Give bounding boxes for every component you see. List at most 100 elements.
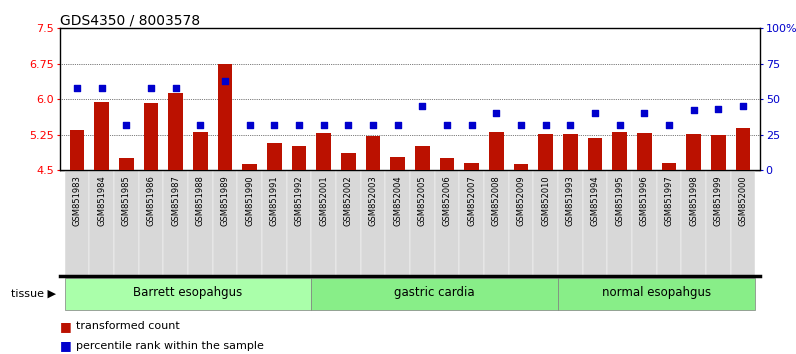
Bar xyxy=(563,133,578,170)
Text: ■: ■ xyxy=(60,339,72,352)
Bar xyxy=(336,170,361,276)
Bar xyxy=(139,170,163,276)
Point xyxy=(244,122,256,127)
Bar xyxy=(89,170,114,276)
Point xyxy=(416,103,428,109)
Point xyxy=(170,85,182,91)
Bar xyxy=(489,132,504,170)
Text: GSM852004: GSM852004 xyxy=(393,175,402,226)
Bar xyxy=(262,170,287,276)
Text: normal esopahgus: normal esopahgus xyxy=(602,286,711,298)
Text: GSM852002: GSM852002 xyxy=(344,175,353,226)
Bar xyxy=(612,132,627,170)
Point xyxy=(465,122,478,127)
Bar xyxy=(731,170,755,276)
Point xyxy=(219,78,232,84)
Bar xyxy=(513,164,529,170)
Point xyxy=(514,122,527,127)
Text: GSM851996: GSM851996 xyxy=(640,175,649,226)
Text: GSM851987: GSM851987 xyxy=(171,175,180,226)
Text: GSM851984: GSM851984 xyxy=(97,175,106,226)
Bar xyxy=(706,170,731,276)
Point xyxy=(613,122,626,127)
Bar xyxy=(587,138,603,170)
Bar xyxy=(168,93,183,170)
Bar xyxy=(64,170,89,276)
Text: GSM851997: GSM851997 xyxy=(665,175,673,226)
Bar xyxy=(583,170,607,276)
Bar xyxy=(213,170,237,276)
Point xyxy=(687,108,700,113)
Point xyxy=(588,110,601,116)
Bar xyxy=(632,170,657,276)
Bar xyxy=(311,278,558,310)
Bar xyxy=(410,170,435,276)
Text: GDS4350 / 8003578: GDS4350 / 8003578 xyxy=(60,13,200,27)
Text: GSM851993: GSM851993 xyxy=(566,175,575,226)
Bar xyxy=(681,170,706,276)
Text: Barrett esopahgus: Barrett esopahgus xyxy=(134,286,243,298)
Point xyxy=(367,122,380,127)
Text: ■: ■ xyxy=(60,320,72,333)
Point xyxy=(440,122,453,127)
Text: gastric cardia: gastric cardia xyxy=(394,286,475,298)
Bar xyxy=(661,163,677,170)
Text: GSM851989: GSM851989 xyxy=(220,175,229,226)
Text: transformed count: transformed count xyxy=(76,321,179,331)
Bar xyxy=(242,164,257,170)
Point xyxy=(342,122,355,127)
Bar xyxy=(94,102,109,170)
Bar xyxy=(558,170,583,276)
Bar xyxy=(484,170,509,276)
Bar xyxy=(361,170,385,276)
Bar xyxy=(64,278,311,310)
Bar xyxy=(435,170,459,276)
Bar xyxy=(637,133,652,170)
Bar xyxy=(267,143,282,170)
Point xyxy=(662,122,675,127)
Text: GSM852007: GSM852007 xyxy=(467,175,476,226)
Bar xyxy=(119,158,134,170)
Text: GSM851986: GSM851986 xyxy=(146,175,155,226)
Point xyxy=(539,122,552,127)
Text: percentile rank within the sample: percentile rank within the sample xyxy=(76,341,263,350)
Point xyxy=(564,122,576,127)
Bar xyxy=(311,170,336,276)
Bar xyxy=(114,170,139,276)
Point xyxy=(293,122,306,127)
Text: GSM852001: GSM852001 xyxy=(319,175,328,226)
Bar xyxy=(736,129,751,170)
Bar xyxy=(538,134,553,170)
Point xyxy=(120,122,133,127)
Bar xyxy=(291,146,306,170)
Point xyxy=(194,122,207,127)
Text: GSM851999: GSM851999 xyxy=(714,175,723,226)
Bar xyxy=(657,170,681,276)
Text: tissue ▶: tissue ▶ xyxy=(10,289,56,299)
Bar xyxy=(459,170,484,276)
Text: GSM851994: GSM851994 xyxy=(591,175,599,226)
Bar xyxy=(316,133,331,170)
Text: GSM851995: GSM851995 xyxy=(615,175,624,226)
Text: GSM851985: GSM851985 xyxy=(122,175,131,226)
Bar xyxy=(558,278,755,310)
Bar xyxy=(341,153,356,170)
Text: GSM851998: GSM851998 xyxy=(689,175,698,226)
Bar xyxy=(509,170,533,276)
Bar xyxy=(365,136,380,170)
Text: GSM851991: GSM851991 xyxy=(270,175,279,226)
Bar xyxy=(237,170,262,276)
Point xyxy=(712,106,724,112)
Point xyxy=(736,103,749,109)
Bar xyxy=(439,158,455,170)
Bar xyxy=(217,64,232,170)
Bar xyxy=(607,170,632,276)
Text: GSM852003: GSM852003 xyxy=(369,175,377,226)
Point xyxy=(638,110,650,116)
Text: GSM851992: GSM851992 xyxy=(295,175,303,226)
Text: GSM851990: GSM851990 xyxy=(245,175,254,226)
Point xyxy=(490,110,502,116)
Point xyxy=(96,85,108,91)
Bar xyxy=(533,170,558,276)
Bar xyxy=(711,135,726,170)
